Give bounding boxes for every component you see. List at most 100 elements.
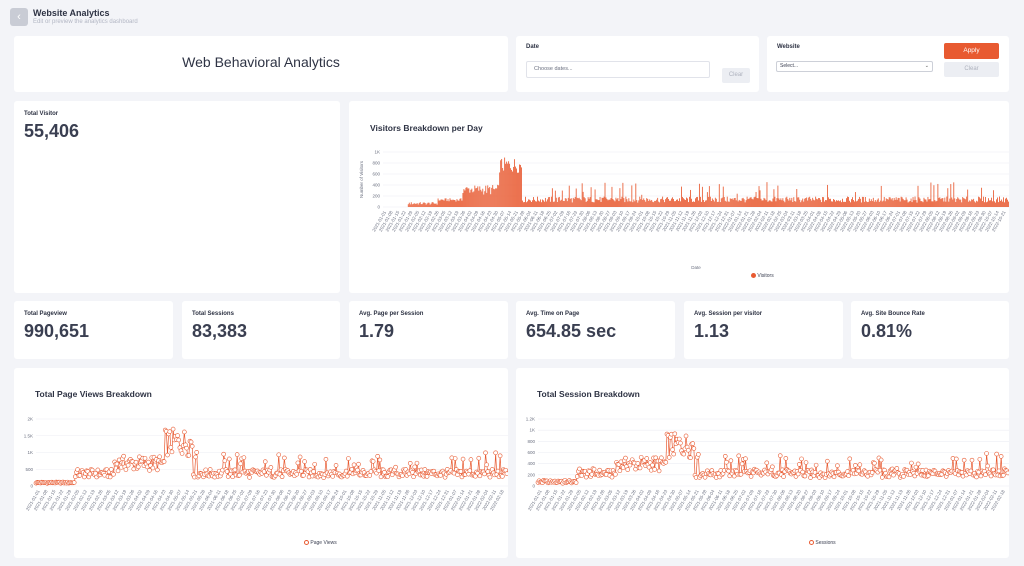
bar [940, 199, 942, 207]
bar [473, 191, 475, 207]
bar [456, 199, 458, 207]
bar [967, 189, 969, 207]
bar [941, 198, 943, 207]
bar [471, 188, 473, 207]
avg-time-on-page-card: Avg. Time on Page 654.85 sec [516, 301, 675, 359]
bar [682, 196, 683, 207]
data-point [146, 459, 151, 465]
bar [564, 198, 566, 207]
data-point [913, 464, 919, 470]
bar [505, 163, 507, 207]
top-bar: ‹ Website Analytics Edit or preview the … [0, 0, 1024, 32]
bar [516, 168, 517, 207]
bar [561, 190, 563, 207]
data-point [685, 447, 691, 453]
bar [407, 204, 409, 207]
bar [411, 204, 413, 207]
bar [732, 199, 734, 207]
website-clear-button[interactable]: Clear [944, 62, 999, 77]
bar [797, 197, 799, 207]
bar [617, 197, 619, 207]
data-point [635, 461, 641, 466]
bar [796, 189, 798, 207]
bar [807, 200, 809, 207]
apply-button[interactable]: Apply [944, 43, 999, 59]
bar [540, 202, 542, 207]
data-point [268, 465, 274, 470]
bar [699, 196, 701, 207]
bar [643, 198, 645, 207]
bar [424, 203, 426, 207]
bar [963, 198, 965, 207]
bar [641, 194, 643, 207]
data-point [591, 466, 597, 472]
bar [738, 199, 740, 207]
bar [951, 197, 953, 207]
bar [739, 200, 741, 207]
bar [571, 202, 573, 207]
data-point [994, 451, 999, 457]
bar [622, 182, 624, 207]
data-point [796, 462, 802, 467]
bar [828, 197, 830, 207]
y-tick-label: 1.2K [526, 417, 535, 422]
bar [552, 201, 554, 207]
bar [546, 199, 548, 207]
bar [889, 197, 891, 207]
legend-swatch [809, 540, 814, 546]
bar [628, 198, 630, 207]
bar [548, 196, 550, 207]
data-point [411, 474, 416, 480]
bar [493, 188, 495, 207]
data-point [894, 466, 900, 471]
bar [853, 201, 855, 207]
bar [876, 199, 878, 207]
bar [585, 201, 587, 207]
date-picker-input[interactable]: Choose dates... [526, 61, 710, 78]
bar [591, 201, 593, 207]
data-point [663, 459, 669, 465]
bar [606, 199, 608, 207]
data-point [186, 453, 192, 458]
bar [964, 198, 966, 207]
bar [565, 198, 567, 207]
bar [583, 197, 585, 207]
date-clear-button[interactable]: Clear [722, 68, 750, 83]
bar [835, 201, 836, 207]
kpi-value: 55,406 [24, 121, 80, 141]
bar [721, 197, 723, 207]
bar [655, 200, 657, 207]
bar [851, 199, 852, 207]
bar [566, 201, 568, 207]
bar [854, 192, 856, 207]
bar [421, 204, 423, 207]
bar [702, 199, 704, 207]
data-point [294, 471, 300, 477]
bar [776, 198, 778, 207]
y-tick-label: 400 [372, 183, 380, 188]
bar [560, 199, 562, 207]
bar [989, 200, 990, 207]
back-button[interactable]: ‹ [10, 8, 28, 26]
data-point [901, 474, 906, 479]
bar [686, 197, 687, 207]
data-point [968, 468, 974, 474]
bar [650, 200, 652, 207]
data-point [193, 454, 198, 460]
bar [892, 200, 894, 207]
bar [856, 200, 858, 207]
bar [681, 186, 682, 207]
website-select[interactable]: Select... ⌄ [776, 61, 933, 72]
bar [782, 198, 784, 207]
bar [537, 196, 538, 207]
bar [470, 189, 472, 207]
data-point [623, 455, 628, 461]
data-point [157, 454, 162, 460]
bar [636, 200, 638, 207]
bar [577, 198, 579, 207]
bar [881, 201, 883, 207]
bar [557, 197, 559, 207]
data-point [988, 473, 994, 479]
data-point [71, 480, 77, 485]
data-point [393, 464, 398, 470]
